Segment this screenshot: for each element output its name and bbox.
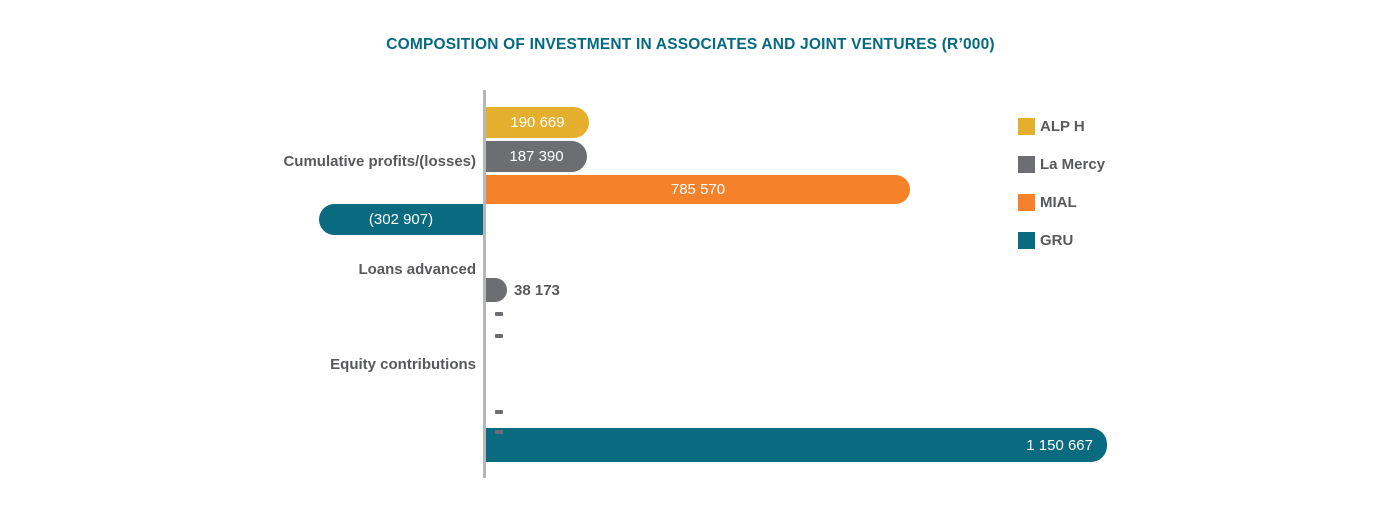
legend: ALP H La Mercy MIAL GRU (1018, 116, 1105, 268)
legend-swatch-alp-h (1018, 117, 1035, 135)
category-label-equity-contributions: Equity contributions (330, 356, 476, 373)
legend-swatch-la-mercy (1018, 155, 1035, 173)
zero-value-dash-gru-loans-advanced (495, 334, 503, 338)
legend-swatch-gru (1018, 231, 1035, 249)
legend-item-alp-h: ALP H (1018, 116, 1105, 136)
legend-swatch-mial (1018, 193, 1035, 211)
category-label-cumulative-profits-losses: Cumulative profits/(losses) (283, 153, 476, 170)
zero-value-dash-la-mercy-equity-contributions (495, 410, 503, 414)
legend-item-mial: MIAL (1018, 192, 1105, 212)
legend-label-mial: MIAL (1040, 193, 1077, 211)
bar-mial-cumulative-profits-losses-: 785 570 (486, 175, 910, 204)
value-axis-baseline (483, 90, 486, 478)
zero-value-dash-mial-equity-contributions (495, 430, 503, 434)
bar-la-mercy-cumulative-profits-losses-: 187 390 (486, 141, 587, 172)
bar-alp-h-cumulative-profits-losses-: 190 669 (486, 107, 589, 138)
legend-label-la-mercy: La Mercy (1040, 155, 1106, 173)
bar-gru-cumulative-profits-losses-: (302 907) (319, 204, 483, 235)
legend-label-gru: GRU (1040, 231, 1074, 249)
bar-value-label-gru-cumulative-profits-losses-: (302 907) (368, 211, 434, 228)
category-label-loans-advanced: Loans advanced (358, 261, 476, 278)
bar-value-label-la-mercy-cumulative-profits-losses-: 187 390 (509, 148, 564, 165)
zero-value-dash-mial-loans-advanced (495, 312, 503, 316)
legend-label-alp-h: ALP H (1040, 117, 1085, 135)
bar-gru-equity-contributions: 1 150 667 (486, 428, 1107, 462)
legend-item-gru: GRU (1018, 230, 1105, 250)
chart-title: COMPOSITION OF INVESTMENT IN ASSOCIATES … (386, 36, 995, 53)
bar-value-label-mial-cumulative-profits-losses-: 785 570 (670, 181, 726, 198)
bar-value-label-la-mercy-loans-advanced: 38 173 (514, 281, 560, 299)
bar-value-label-gru-equity-contributions: 1 150 667 (1026, 436, 1093, 454)
bar-value-label-alp-h-cumulative-profits-losses-: 190 669 (510, 114, 565, 131)
bar-la-mercy-loans-advanced (486, 278, 507, 302)
legend-item-la-mercy: La Mercy (1018, 154, 1105, 174)
